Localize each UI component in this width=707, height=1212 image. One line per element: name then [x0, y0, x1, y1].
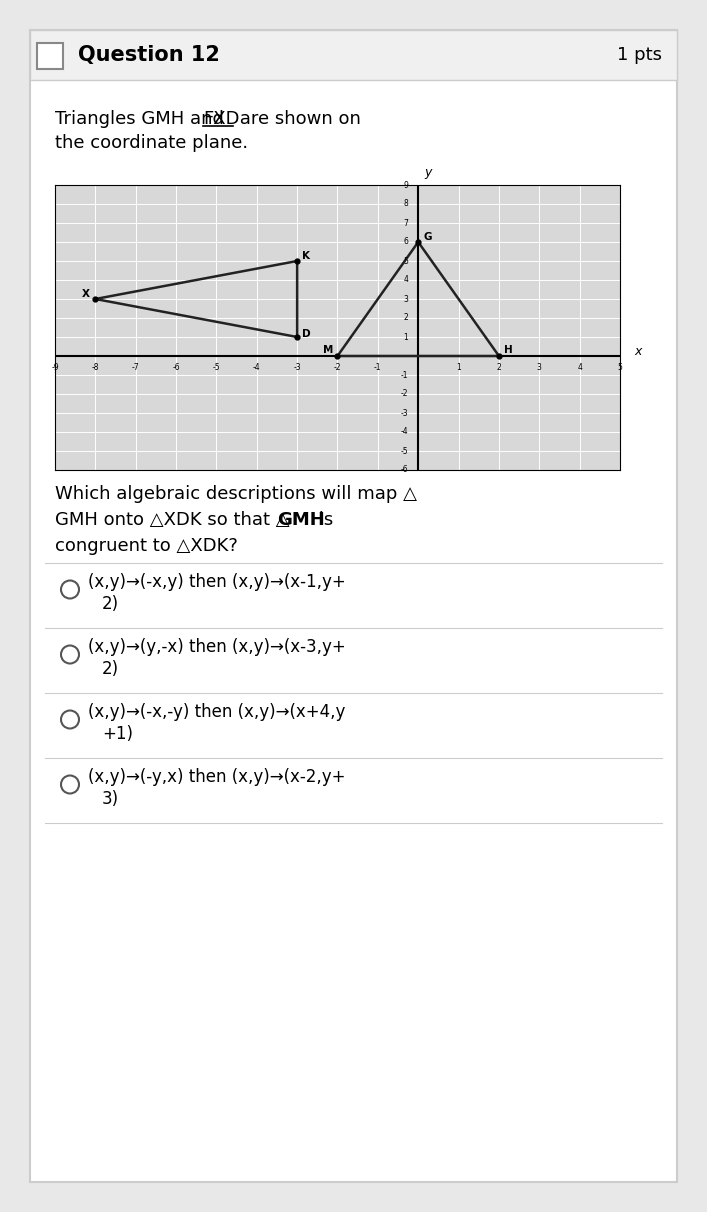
Text: -1: -1 — [374, 362, 382, 372]
Text: (x,y)→(-x,y) then (x,y)→(x-1,y+: (x,y)→(-x,y) then (x,y)→(x-1,y+ — [88, 573, 346, 591]
Text: -2: -2 — [334, 362, 341, 372]
Text: 2: 2 — [496, 362, 501, 372]
FancyBboxPatch shape — [37, 42, 63, 69]
Text: -7: -7 — [132, 362, 139, 372]
Text: -1: -1 — [401, 371, 408, 379]
Text: (x,y)→(y,-x) then (x,y)→(x-3,y+: (x,y)→(y,-x) then (x,y)→(x-3,y+ — [88, 638, 346, 656]
Text: GMH: GMH — [277, 511, 325, 528]
Text: 4: 4 — [577, 362, 582, 372]
Text: FXD: FXD — [203, 110, 240, 128]
Text: -4: -4 — [253, 362, 261, 372]
Text: +1): +1) — [102, 725, 133, 743]
Text: -6: -6 — [400, 465, 408, 475]
Text: (x,y)→(-y,x) then (x,y)→(x-2,y+: (x,y)→(-y,x) then (x,y)→(x-2,y+ — [88, 768, 346, 787]
Text: 3: 3 — [537, 362, 542, 372]
Text: -5: -5 — [400, 446, 408, 456]
Text: 2): 2) — [102, 661, 119, 678]
Text: 9: 9 — [403, 181, 408, 189]
Text: -3: -3 — [293, 362, 301, 372]
Text: GMH onto △XDK so that △: GMH onto △XDK so that △ — [55, 511, 296, 528]
Text: K: K — [302, 251, 310, 261]
Text: 3: 3 — [403, 295, 408, 303]
Text: 4: 4 — [403, 275, 408, 285]
Text: 2: 2 — [404, 314, 408, 322]
Text: X: X — [81, 290, 89, 299]
Text: Triangles GMH and: Triangles GMH and — [55, 110, 230, 128]
Text: 1: 1 — [456, 362, 461, 372]
Text: 1 pts: 1 pts — [617, 46, 662, 64]
Text: -3: -3 — [400, 408, 408, 417]
Bar — [30, 30, 677, 80]
Text: the coordinate plane.: the coordinate plane. — [55, 135, 248, 152]
Text: 5: 5 — [617, 362, 622, 372]
Text: -2: -2 — [401, 389, 408, 399]
Text: -9: -9 — [51, 362, 59, 372]
Text: D: D — [302, 328, 310, 339]
Text: G: G — [423, 233, 431, 242]
Text: 3): 3) — [102, 790, 119, 808]
Text: 8: 8 — [404, 200, 408, 208]
Text: -6: -6 — [173, 362, 180, 372]
FancyBboxPatch shape — [30, 30, 677, 1182]
Text: x: x — [634, 344, 641, 358]
Text: is: is — [313, 511, 333, 528]
Text: 2): 2) — [102, 595, 119, 613]
Text: (x,y)→(-x,-y) then (x,y)→(x+4,y: (x,y)→(-x,-y) then (x,y)→(x+4,y — [88, 703, 346, 721]
Text: M: M — [323, 345, 334, 355]
Text: -4: -4 — [400, 428, 408, 436]
Text: congruent to △XDK?: congruent to △XDK? — [55, 537, 238, 555]
Text: -5: -5 — [213, 362, 221, 372]
Text: -8: -8 — [92, 362, 99, 372]
Text: y: y — [425, 166, 432, 179]
Text: Question 12: Question 12 — [78, 45, 220, 65]
Text: H: H — [504, 345, 513, 355]
Text: Which algebraic descriptions will map △: Which algebraic descriptions will map △ — [55, 485, 417, 503]
Text: 6: 6 — [403, 238, 408, 246]
Text: 5: 5 — [403, 257, 408, 265]
Text: are shown on: are shown on — [234, 110, 361, 128]
Text: 1: 1 — [404, 332, 408, 342]
Text: 7: 7 — [403, 218, 408, 228]
